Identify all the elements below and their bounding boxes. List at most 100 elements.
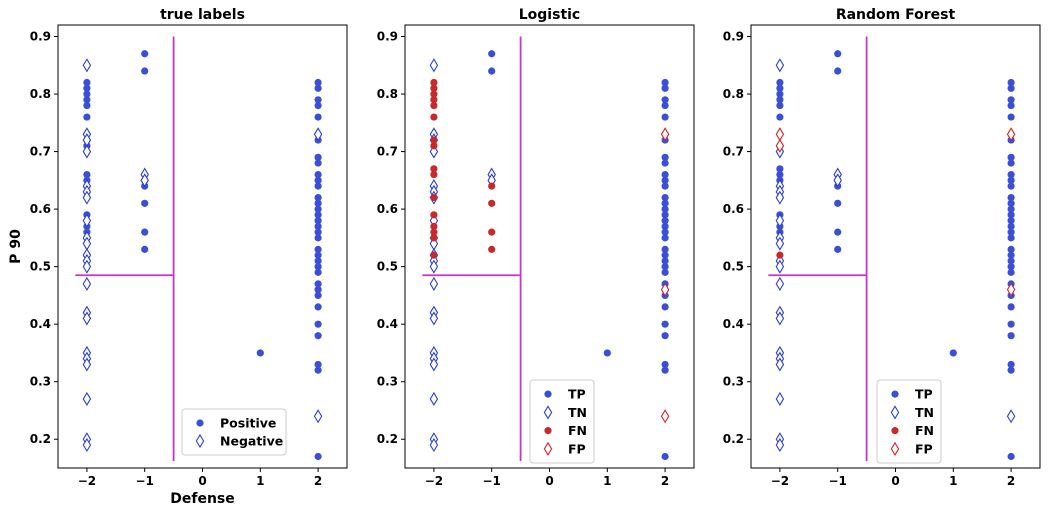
point-fp [660,127,670,142]
point-tn [775,357,785,372]
point-tp [1007,366,1015,374]
point-tn [429,391,439,407]
point-positive [83,101,91,110]
point-positive [314,222,322,230]
x-tick-label: −2 [78,474,96,488]
point-tn [429,144,439,159]
point-tp [661,217,669,225]
legend-marker-fp [543,441,553,456]
point-tp [1007,176,1015,184]
legend-label: TN [915,405,934,420]
legend: TP TN FN FP [529,379,595,464]
point-positive [314,234,322,242]
legend-label: FP [568,441,586,456]
point-tp [1007,159,1015,167]
point-tp [661,211,669,219]
point-negative [82,311,92,326]
legend-label: TN [568,405,587,420]
point-tp [1007,96,1015,104]
y-tick-label: 0.2 [723,432,744,446]
y-tick-label: 0.6 [30,202,51,216]
point-tp [776,78,784,87]
point-tp [1007,217,1015,225]
data-points [82,50,323,461]
point-fn [430,136,438,144]
point-negative [82,391,92,407]
point-tp [834,199,842,207]
point-tp [1007,193,1015,202]
point-negative [82,213,92,228]
point-fp [775,138,785,153]
point-tp [776,96,784,104]
x-tick-label: 0 [545,474,553,488]
point-tp [1007,222,1015,230]
point-positive [83,90,91,98]
point-tn [775,190,785,205]
y-tick-label: 0.3 [377,375,398,389]
x-tick-label: 1 [949,474,957,488]
y-tick-label: 0.4 [723,317,744,331]
point-tn [1006,409,1016,424]
point-tp [1007,199,1015,207]
point-tp [1007,101,1015,110]
legend-label: TP [568,387,586,402]
point-positive [83,96,91,104]
point-positive [314,170,322,179]
point-fp [660,409,670,424]
y-tick-label: 0.6 [377,202,398,216]
point-tn [429,58,439,73]
legend-label: FN [568,423,587,438]
legend-marker-tp [891,390,899,398]
point-positive [314,176,322,184]
point-tn [775,276,785,291]
point-positive [314,205,322,213]
point-fn [430,101,438,110]
x-tick-label: 0 [891,474,899,488]
point-tn [775,58,785,73]
y-tick-label: 0.3 [30,375,51,389]
point-tp [661,263,669,271]
point-negative [82,144,92,159]
legend-marker-fp [890,441,900,456]
legend-marker-tp [544,390,552,398]
legend-box [876,379,942,464]
y-tick-label: 0.7 [723,145,744,159]
point-tp [1007,84,1015,92]
point-fn [488,182,496,190]
legend-label: FN [915,423,934,438]
point-tp [603,349,611,357]
point-tp [1007,332,1015,340]
point-positive [256,349,264,357]
legend: TP TN FN FP [876,379,942,464]
legend-marker-positive [196,419,204,427]
point-tp [776,101,784,110]
point-tp [1007,452,1015,461]
point-fp [1006,282,1016,297]
y-tick-label: 0.2 [30,432,51,446]
point-fn [430,228,438,236]
point-positive [314,217,322,225]
legend-label: TP [915,387,933,402]
point-positive [314,199,322,207]
point-negative [82,437,92,453]
point-tp [661,332,669,340]
y-tick-label: 0.4 [377,317,398,331]
point-tp [1007,170,1015,179]
x-tick-label: 2 [314,474,322,488]
point-tn [775,236,785,251]
legend-marker-fn [891,427,899,435]
y-tick-label: 0.9 [30,30,51,44]
point-tp [834,67,842,75]
point-tp [661,234,669,242]
point-tn [429,357,439,372]
point-positive [314,303,322,311]
point-positive [141,50,149,58]
point-positive [314,452,322,461]
point-positive [141,199,149,207]
plot-frame [57,24,348,469]
y-tick-label: 0.3 [723,375,744,389]
point-negative [82,259,92,274]
point-fp [1006,127,1016,142]
point-fn [430,170,438,179]
point-positive [314,245,322,253]
